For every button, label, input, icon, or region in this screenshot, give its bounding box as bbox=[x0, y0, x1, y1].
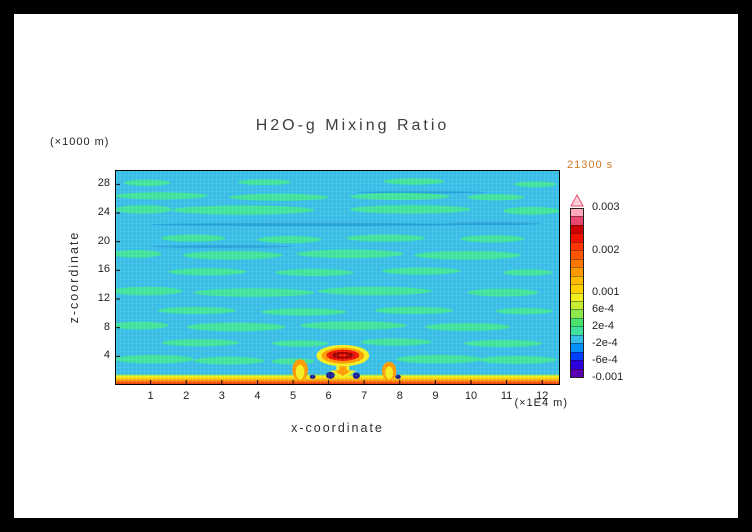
x-axis-label: x-coordinate bbox=[291, 421, 384, 435]
colorbar-tick-label: 2e-4 bbox=[592, 320, 615, 332]
contour-plot bbox=[115, 170, 560, 385]
colorbar-cell bbox=[571, 250, 583, 259]
colorbar-cell bbox=[571, 360, 583, 369]
x-tick-label: 12 bbox=[536, 390, 549, 402]
x-tick-label: 4 bbox=[254, 390, 261, 402]
colorbar-cell bbox=[571, 233, 583, 242]
colorbar-cell bbox=[571, 216, 583, 225]
x-tick-label: 11 bbox=[500, 390, 513, 402]
colorbar-cell bbox=[571, 326, 583, 335]
colorbar-tick-label: 0.003 bbox=[592, 201, 620, 213]
colorbar-cell bbox=[571, 209, 583, 217]
colorbar-tick-label: -2e-4 bbox=[592, 337, 618, 349]
y-tick-label: 28 bbox=[97, 177, 110, 190]
x-tick-label: 7 bbox=[361, 390, 368, 402]
colorbar-cell bbox=[571, 368, 583, 378]
colorbar-cell bbox=[571, 317, 583, 327]
x-tick-label: 2 bbox=[183, 390, 190, 402]
colorbar-cell bbox=[571, 351, 583, 361]
colorbar bbox=[570, 208, 584, 378]
y-axis-label: z-coordinate bbox=[67, 230, 81, 324]
colorbar-tick-label: -0.001 bbox=[592, 371, 624, 383]
colorbar-tick-label: 0.002 bbox=[592, 243, 620, 256]
colorbar-tick-label: 6e-4 bbox=[592, 303, 615, 315]
colorbar-cell bbox=[571, 224, 583, 234]
y-tick-label: 12 bbox=[97, 292, 110, 304]
x-tick-label: 8 bbox=[396, 390, 403, 402]
x-tick-label: 10 bbox=[464, 390, 478, 402]
colorbar-cell bbox=[571, 343, 583, 352]
colorbar-cell bbox=[571, 292, 583, 301]
y-tick-label: 4 bbox=[103, 349, 110, 362]
x-tick-label: 5 bbox=[289, 390, 297, 402]
colorbar-tick-label: 0.001 bbox=[592, 286, 620, 298]
x-tick-label: 1 bbox=[147, 390, 154, 402]
colorbar-cell bbox=[571, 241, 583, 251]
colorbar-cell bbox=[571, 275, 583, 285]
y-tick-label: 8 bbox=[103, 320, 110, 333]
x-axis-unit: (×1E4 m) bbox=[514, 397, 568, 409]
chart-title: H2O-g Mixing Ratio bbox=[255, 117, 450, 134]
colorbar-cell bbox=[571, 334, 583, 344]
y-tick-label: 24 bbox=[97, 206, 110, 218]
y-tick-label: 16 bbox=[97, 263, 110, 276]
colorbar-cell bbox=[571, 300, 583, 310]
y-axis-unit: (×1000 m) bbox=[50, 136, 110, 148]
colorbar-cell bbox=[571, 309, 583, 318]
colorbar-cell bbox=[571, 267, 583, 276]
colorbar-cell bbox=[571, 284, 583, 293]
colorbar-tick-label: -6e-4 bbox=[592, 354, 618, 366]
x-tick-label: 3 bbox=[218, 390, 225, 402]
colorbar-cell bbox=[571, 258, 583, 268]
timestamp: 21300 s bbox=[567, 159, 614, 171]
x-tick-label: 6 bbox=[325, 390, 332, 402]
colorbar-over-marker bbox=[570, 194, 584, 207]
y-tick-label: 20 bbox=[97, 234, 110, 247]
x-tick-label: 9 bbox=[432, 390, 439, 402]
